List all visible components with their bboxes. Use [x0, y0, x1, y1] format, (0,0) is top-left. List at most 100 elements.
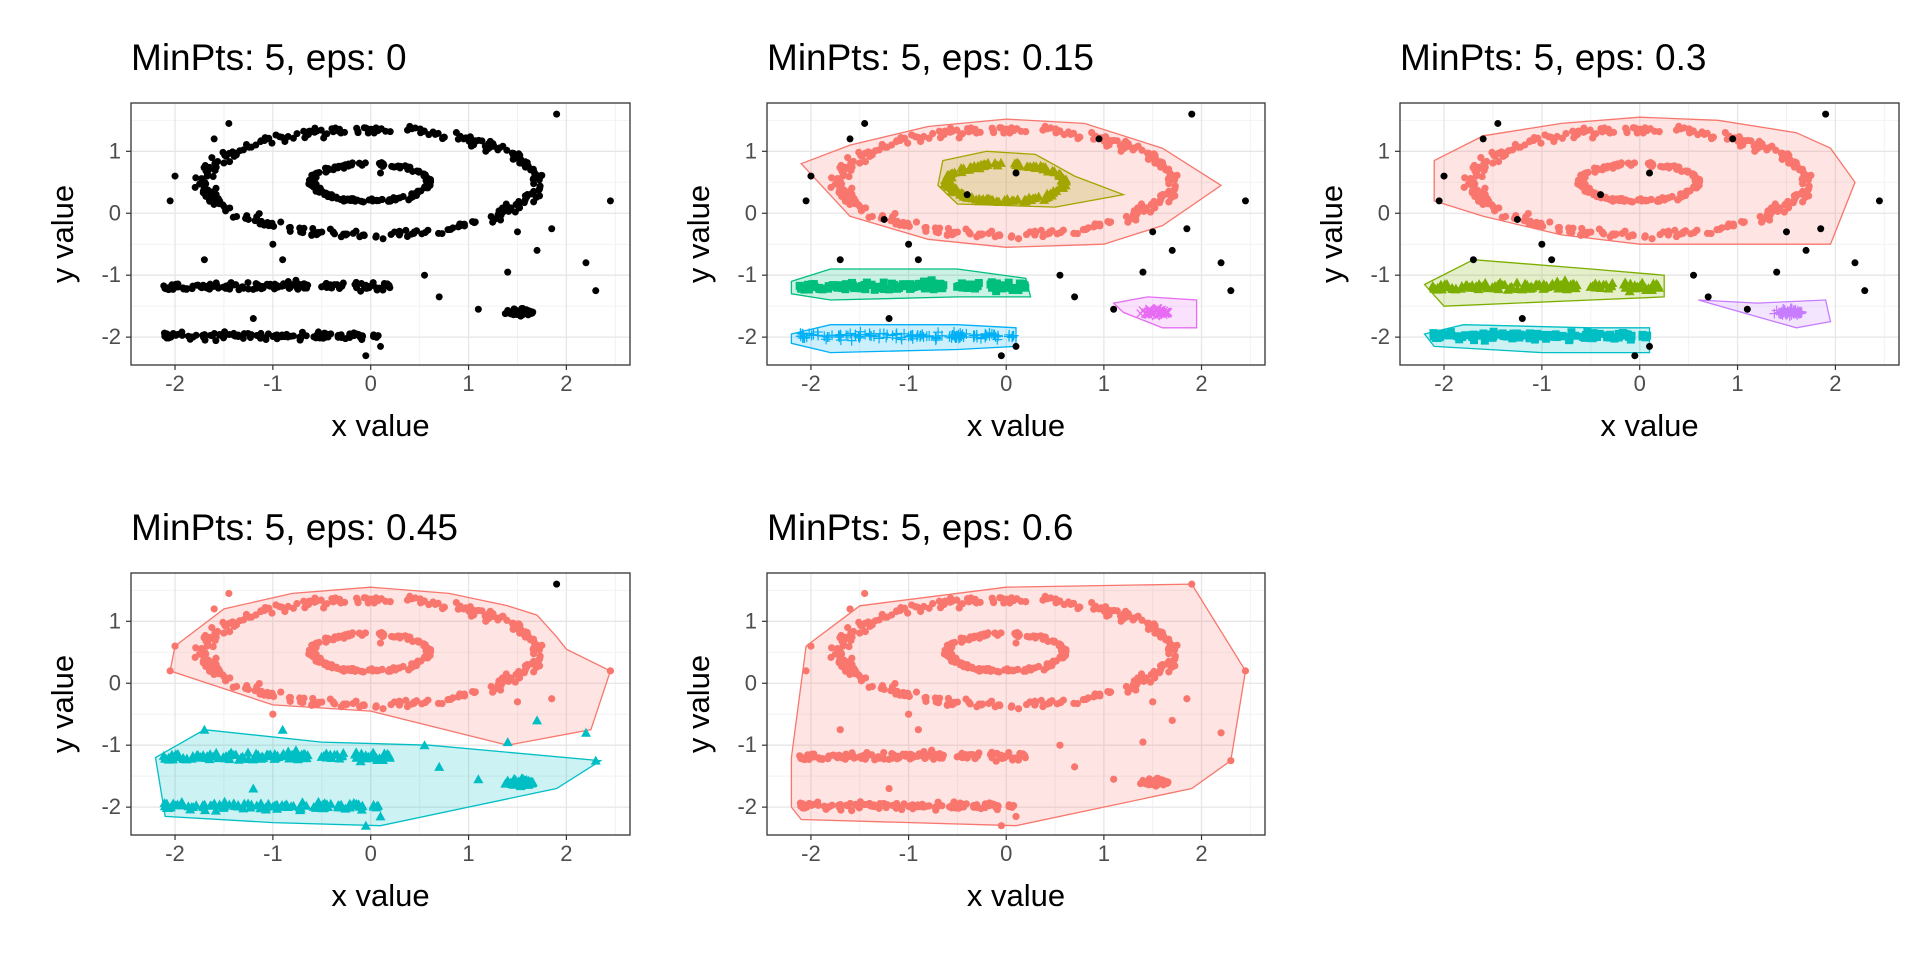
noise-point: [377, 161, 385, 169]
cluster-4-point: [841, 330, 852, 341]
cluster-3-point: [857, 284, 866, 293]
cluster-1-point: [1046, 660, 1054, 668]
x-tick-label: 1: [462, 841, 474, 866]
chart-panel-1: -2 -1 0 1 2 -2 -1 0 1 MinPts: 5, eps: 0 x value y v…: [45, 37, 631, 443]
noise-point: [334, 332, 342, 340]
x-tick-label: -1: [263, 371, 283, 396]
cluster-1-point: [1164, 175, 1172, 183]
cluster-2-point: [159, 801, 170, 811]
noise-point: [501, 310, 509, 318]
noise-point: [521, 158, 529, 166]
cluster-1-point: [951, 804, 960, 812]
panel-title: MinPts: 5, eps: 0: [131, 37, 407, 78]
noise-point: [263, 220, 271, 228]
cluster-1-point: [904, 710, 913, 718]
noise-point: [1690, 271, 1698, 279]
noise-point: [1110, 305, 1118, 313]
cluster-4-point: [950, 332, 961, 343]
noise-point: [186, 335, 194, 343]
cluster-2-point: [326, 752, 337, 762]
cluster-3-point: [957, 279, 966, 288]
cluster-1-point: [1665, 229, 1673, 238]
cluster-1-point: [1760, 215, 1768, 223]
cluster-1-point: [343, 665, 352, 673]
noise-point: [364, 283, 372, 291]
y-axis-label: y value: [681, 185, 716, 283]
x-tick-label: -2: [801, 371, 821, 396]
noise-point: [553, 580, 561, 588]
cluster-4-point: [961, 328, 972, 339]
cluster-2-point: [1045, 188, 1056, 198]
noise-point: [368, 126, 376, 134]
cluster-1-point: [855, 618, 863, 626]
noise-point: [1538, 240, 1546, 248]
noise-point: [216, 330, 224, 338]
cluster-1-point: [893, 687, 901, 695]
cluster-1-point: [934, 229, 943, 237]
cluster-1-point: [318, 698, 326, 706]
cluster-2-point: [242, 747, 253, 757]
cluster-1-point: [1620, 197, 1628, 205]
cluster-1-point: [516, 627, 524, 635]
noise-point: [226, 204, 234, 212]
cluster-2-point: [1061, 176, 1072, 186]
cluster-4-point: [1788, 306, 1799, 317]
cluster-1-point: [1125, 142, 1133, 150]
cluster-1-point: [1578, 182, 1586, 190]
noise-point: [212, 190, 220, 198]
cluster-1-point: [208, 624, 216, 632]
cluster-1-point: [928, 746, 936, 754]
cluster-1-point: [1521, 141, 1529, 149]
cluster-1-point: [1037, 696, 1045, 704]
noise-point: [271, 280, 279, 288]
cluster-3-point: [815, 284, 824, 293]
cluster-1-point: [1088, 598, 1096, 607]
panel-title: MinPts: 5, eps: 0.45: [131, 507, 458, 548]
cluster-3-point: [1638, 332, 1647, 341]
cluster-1-point: [847, 159, 855, 167]
cluster-1-point: [1558, 134, 1567, 142]
cluster-2-point: [1028, 193, 1039, 203]
cluster-1-point: [421, 653, 429, 661]
cluster-2-point: [248, 754, 259, 764]
cluster-3-point: [1503, 330, 1512, 339]
noise-point: [192, 174, 200, 182]
noise-point: [452, 129, 460, 137]
noise-point: [846, 135, 854, 143]
noise-point: [329, 228, 337, 236]
noise-point: [523, 309, 531, 317]
cluster-2-point: [290, 745, 301, 755]
panel-border: [1399, 102, 1900, 366]
noise-point: [352, 227, 360, 235]
cluster-1-point: [808, 750, 816, 758]
noise-point: [352, 278, 360, 286]
cluster-1-point: [887, 141, 896, 149]
noise-point: [438, 230, 446, 238]
cluster-1-point: [861, 589, 869, 598]
cluster-1-point: [971, 754, 979, 763]
cluster-1-point: [846, 605, 854, 613]
cluster-1-point: [1217, 729, 1225, 737]
cluster-3-point: [953, 282, 962, 291]
cluster-1-point: [925, 604, 933, 612]
noise-point: [377, 342, 384, 350]
cluster-1-point: [1167, 193, 1176, 201]
y-axis-label: y value: [681, 655, 716, 753]
cluster-1-point: [532, 663, 540, 671]
cluster-1-point: [309, 652, 317, 660]
cluster-2-point: [1012, 194, 1023, 204]
y-tick-label: -2: [101, 324, 121, 349]
cluster-1-point: [200, 634, 208, 642]
cluster-1-point: [844, 154, 852, 162]
cluster-2-point: [434, 761, 445, 771]
cluster-3-point: [1469, 330, 1478, 339]
noise-point: [279, 256, 287, 264]
cluster-1-point: [452, 598, 460, 607]
cluster-1-point: [526, 636, 535, 644]
cluster-2-point: [375, 811, 386, 821]
noise-point: [1168, 246, 1176, 254]
cluster-3-point: [1525, 334, 1534, 343]
cluster-1-point: [1713, 226, 1721, 234]
cluster-1-point: [875, 616, 883, 624]
cluster-1-point: [880, 685, 888, 694]
